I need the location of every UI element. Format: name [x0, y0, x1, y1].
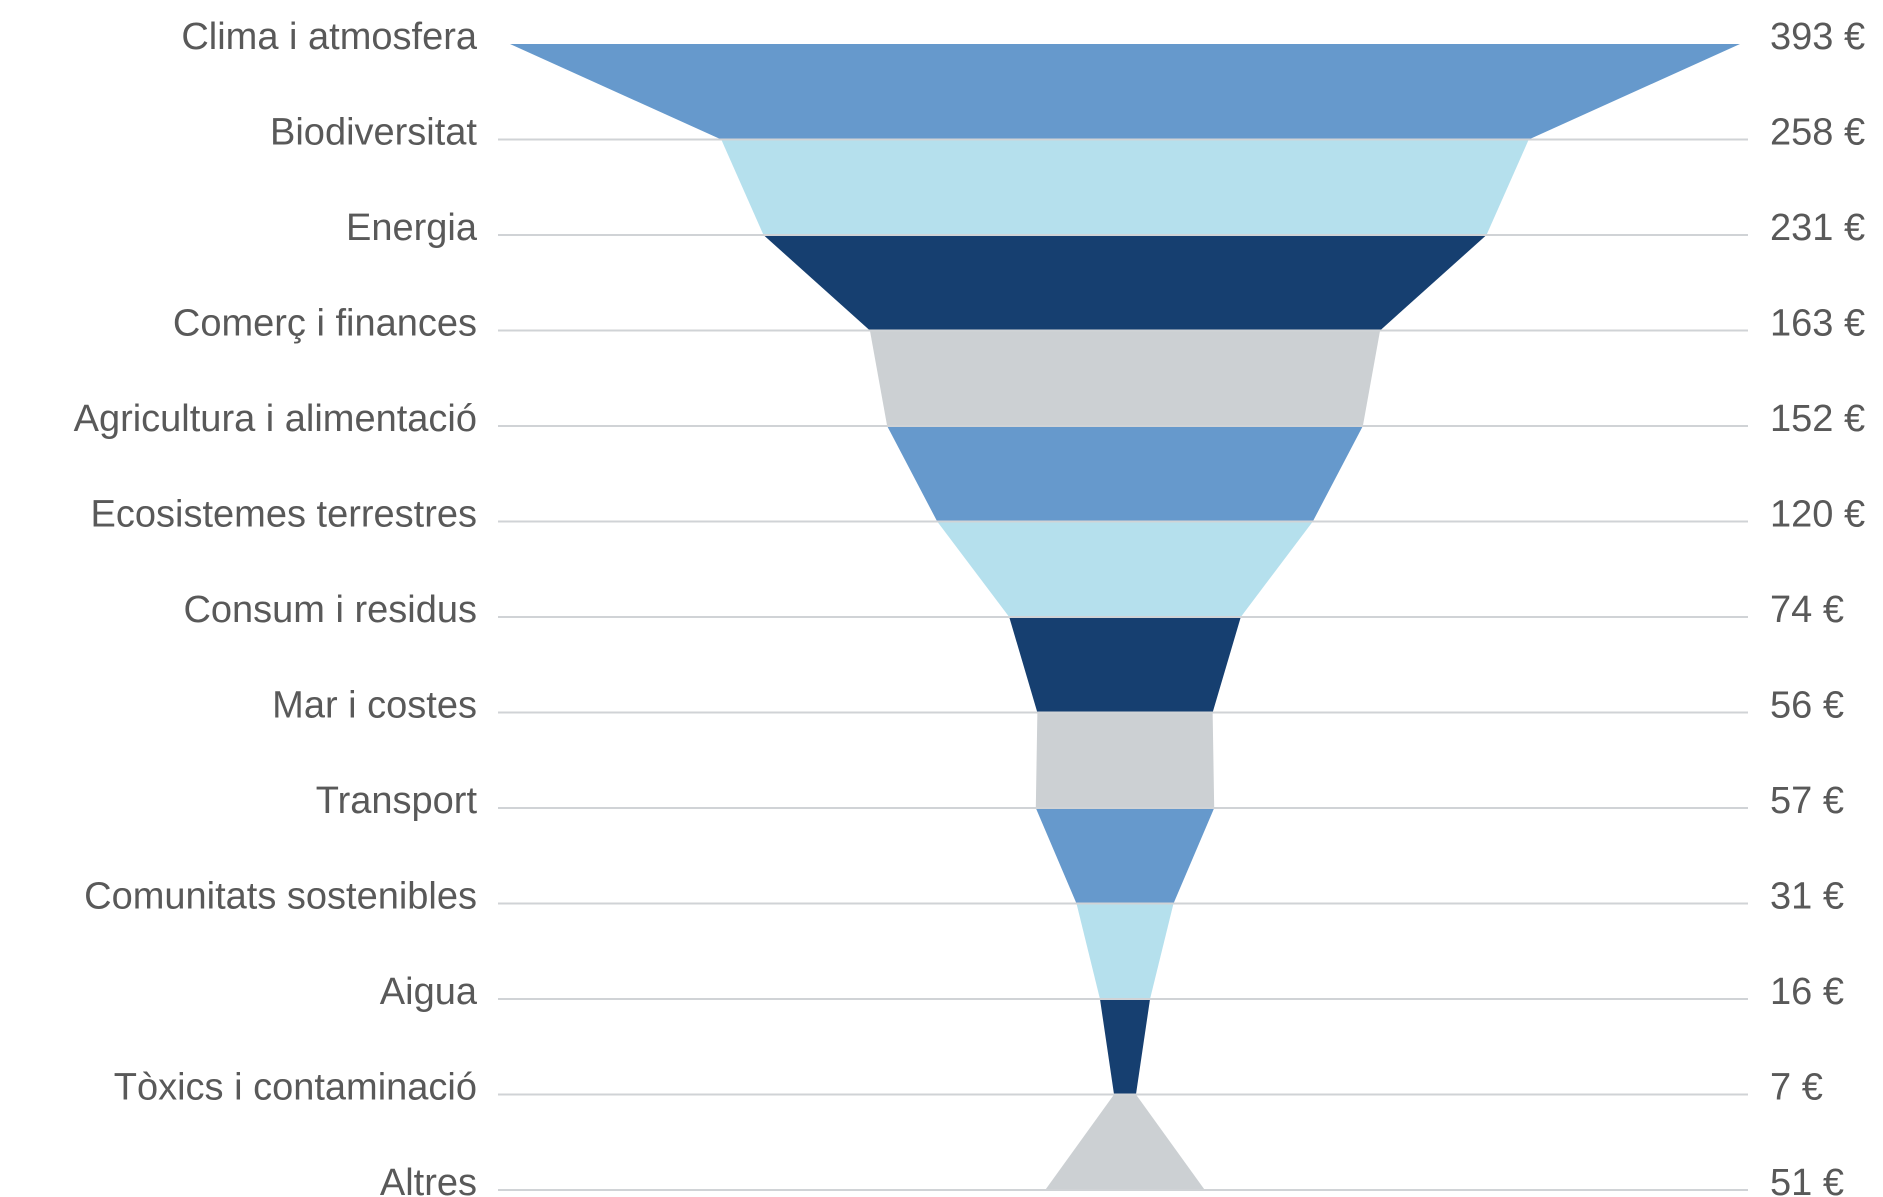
funnel-band-9	[1035, 808, 1215, 904]
value-label: 258 €	[1770, 112, 1865, 154]
category-label: Altres	[380, 1162, 477, 1197]
category-label: Ecosistemes terrestres	[91, 494, 477, 536]
value-label: 57 €	[1770, 780, 1844, 822]
category-label: Mar i costes	[272, 685, 477, 727]
value-label: 7 €	[1770, 1067, 1823, 1109]
value-label: 74 €	[1770, 589, 1844, 631]
category-label: Consum i residus	[183, 589, 477, 631]
value-label: 231 €	[1770, 207, 1865, 249]
funnel-band-3	[763, 235, 1487, 331]
value-label: 393 €	[1770, 16, 1865, 58]
funnel-band-6	[937, 521, 1313, 617]
funnel-band-7	[1009, 617, 1241, 713]
value-label: 31 €	[1770, 876, 1844, 918]
funnel-band-4	[869, 330, 1381, 426]
value-label: 120 €	[1770, 494, 1865, 536]
funnel-band-10	[1076, 903, 1174, 999]
funnel-band-1	[510, 44, 1740, 140]
category-label: Biodiversitat	[270, 112, 477, 154]
funnel-bands	[510, 44, 1740, 1190]
category-label: Energia	[346, 207, 478, 249]
value-label: 152 €	[1770, 398, 1865, 440]
category-labels: Clima i atmosfera Biodiversitat Energia Com…	[74, 16, 478, 1197]
value-label: 56 €	[1770, 685, 1844, 727]
funnel-band-11	[1099, 999, 1151, 1095]
funnel-band-2	[721, 139, 1529, 235]
category-label: Comerç i finances	[173, 303, 477, 345]
funnel-band-12	[1045, 1094, 1205, 1190]
category-label: Agricultura i alimentació	[74, 398, 477, 440]
value-label: 16 €	[1770, 971, 1844, 1013]
category-label: Transport	[316, 780, 478, 822]
funnel-band-8	[1035, 712, 1215, 808]
category-label: Clima i atmosfera	[181, 16, 477, 58]
category-label: Aigua	[380, 971, 478, 1013]
value-label: 51 €	[1770, 1162, 1844, 1197]
funnel-band-5	[887, 426, 1363, 522]
category-label: Comunitats sostenibles	[84, 876, 477, 918]
gridlines	[498, 138, 1748, 1191]
category-label: Tòxics i contaminació	[114, 1067, 477, 1109]
value-labels: 393 € 258 € 231 € 163 € 152 € 120 € 74 € 56 € 57…	[1770, 16, 1865, 1197]
value-label: 163 €	[1770, 303, 1865, 345]
